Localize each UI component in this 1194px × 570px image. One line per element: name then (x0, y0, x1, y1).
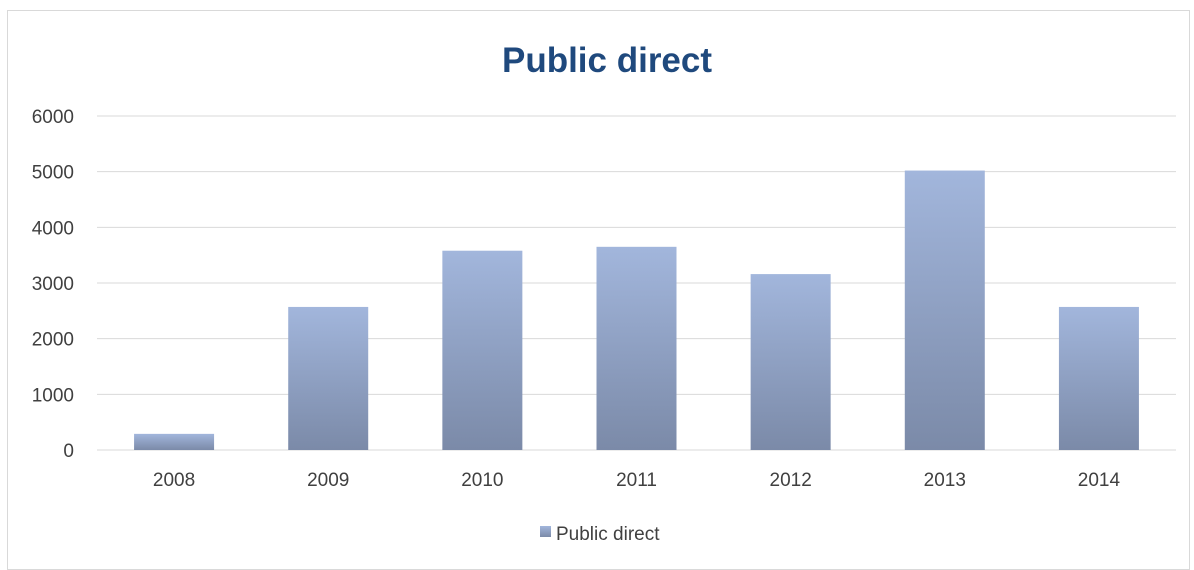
y-tick-label: 6000 (32, 107, 74, 128)
y-tick-label: 5000 (32, 163, 74, 184)
bar-2014 (1058, 306, 1139, 450)
y-tick-label: 1000 (32, 385, 74, 406)
chart-title: Public direct (502, 41, 712, 80)
legend: Public direct (540, 524, 660, 545)
gridlines (97, 115, 1176, 451)
bar-2013 (904, 170, 985, 450)
x-tick-label: 2013 (924, 470, 966, 491)
legend-label: Public direct (556, 524, 660, 545)
x-tick-label: 2010 (461, 470, 503, 491)
bar-2010 (442, 250, 523, 450)
bar-2008 (134, 433, 215, 450)
bars (134, 170, 1139, 450)
x-tick-label: 2009 (307, 470, 349, 491)
y-tick-label: 4000 (32, 218, 74, 239)
x-tick-label: 2011 (616, 470, 657, 491)
y-tick-label: 2000 (32, 330, 74, 351)
x-axis-ticks: 2008 2009 2010 2011 2012 2013 2014 (153, 470, 1121, 491)
y-tick-label: 3000 (32, 274, 74, 295)
y-tick-label: 0 (63, 441, 74, 462)
x-tick-label: 2012 (770, 470, 812, 491)
bar-2012 (750, 274, 831, 450)
x-tick-label: 2008 (153, 470, 195, 491)
x-tick-label: 2014 (1078, 470, 1121, 491)
bar-2011 (596, 246, 677, 450)
y-axis-ticks: 0 1000 2000 3000 4000 5000 6000 (32, 107, 74, 462)
legend-swatch (540, 526, 551, 537)
bar-2009 (288, 306, 369, 450)
